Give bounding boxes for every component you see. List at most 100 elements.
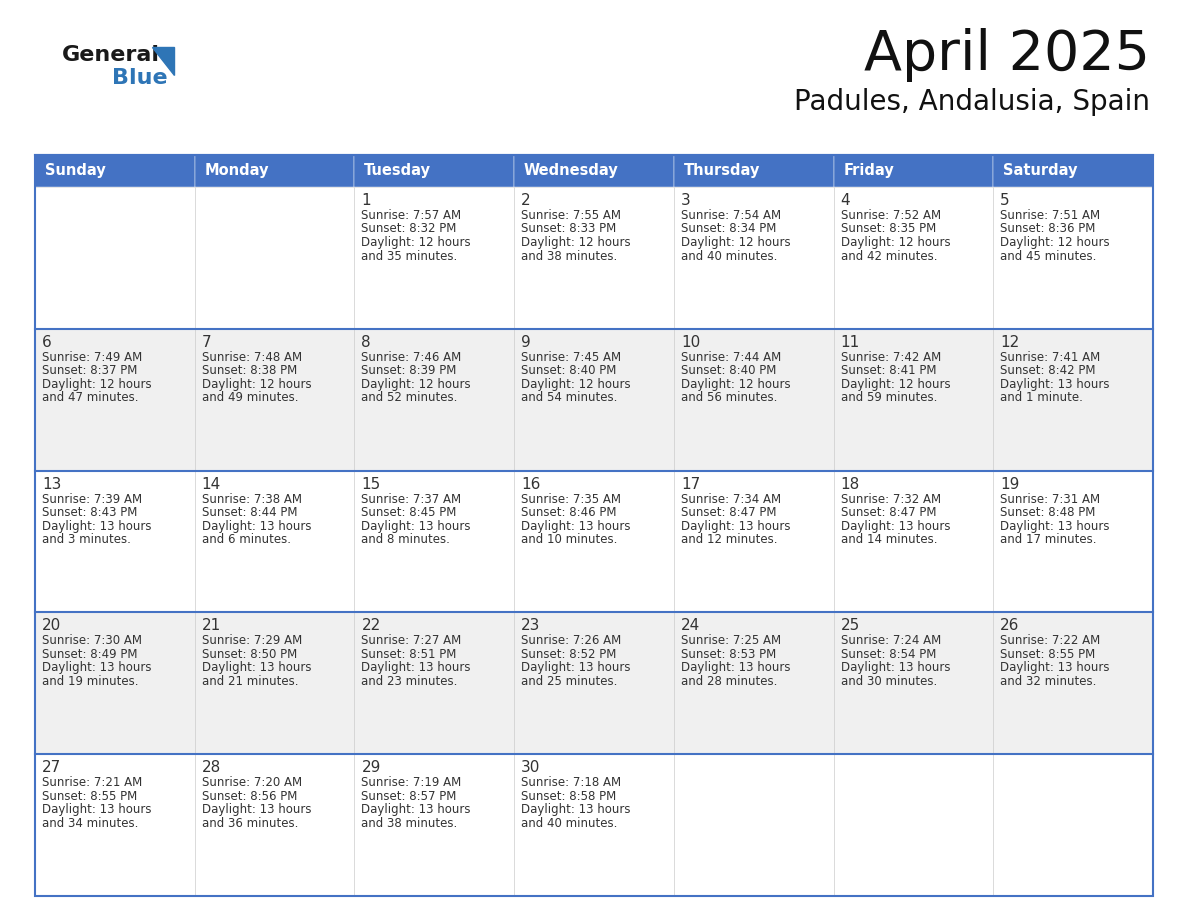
Text: April 2025: April 2025 [864,28,1150,82]
Text: and 56 minutes.: and 56 minutes. [681,391,777,404]
Text: and 54 minutes.: and 54 minutes. [522,391,618,404]
Text: Sunset: 8:55 PM: Sunset: 8:55 PM [42,789,138,802]
Bar [834,612,993,755]
Text: Sunset: 8:40 PM: Sunset: 8:40 PM [681,364,776,377]
Text: 13: 13 [42,476,62,492]
Text: 18: 18 [841,476,860,492]
Text: and 30 minutes.: and 30 minutes. [841,675,937,688]
Text: Daylight: 12 hours: Daylight: 12 hours [681,378,790,391]
Text: and 8 minutes.: and 8 minutes. [361,533,450,546]
Text: 28: 28 [202,760,221,775]
Text: Blue: Blue [112,68,168,88]
Bar [674,471,834,612]
Text: Sunrise: 7:26 AM: Sunrise: 7:26 AM [522,634,621,647]
Text: 29: 29 [361,760,381,775]
Text: Sunrise: 7:37 AM: Sunrise: 7:37 AM [361,493,462,506]
Text: Sunrise: 7:45 AM: Sunrise: 7:45 AM [522,351,621,364]
Text: Sunset: 8:49 PM: Sunset: 8:49 PM [42,648,138,661]
Text: 1: 1 [361,193,371,208]
Text: Padules, Andalusia, Spain: Padules, Andalusia, Spain [794,88,1150,116]
Text: 3: 3 [681,193,690,208]
Text: Daylight: 13 hours: Daylight: 13 hours [202,520,311,532]
Text: Sunrise: 7:35 AM: Sunrise: 7:35 AM [522,493,621,506]
Text: Sunrise: 7:24 AM: Sunrise: 7:24 AM [841,634,941,647]
Text: and 17 minutes.: and 17 minutes. [1000,533,1097,546]
Text: 30: 30 [522,760,541,775]
Text: Thursday: Thursday [683,163,760,178]
Text: 24: 24 [681,619,700,633]
Text: Sunrise: 7:20 AM: Sunrise: 7:20 AM [202,777,302,789]
Text: Sunset: 8:57 PM: Sunset: 8:57 PM [361,789,457,802]
Text: Sunrise: 7:55 AM: Sunrise: 7:55 AM [522,209,621,222]
Text: Sunset: 8:46 PM: Sunset: 8:46 PM [522,506,617,519]
Bar [354,471,514,612]
Bar [514,755,674,896]
Text: Daylight: 12 hours: Daylight: 12 hours [1000,236,1110,249]
Text: Wednesday: Wednesday [524,163,619,178]
Bar [993,612,1154,755]
Text: Tuesday: Tuesday [364,163,431,178]
Text: Sunset: 8:32 PM: Sunset: 8:32 PM [361,222,457,236]
Text: Daylight: 13 hours: Daylight: 13 hours [522,661,631,675]
Text: 25: 25 [841,619,860,633]
Text: 9: 9 [522,335,531,350]
Text: Sunrise: 7:44 AM: Sunrise: 7:44 AM [681,351,781,364]
Text: Sunrise: 7:29 AM: Sunrise: 7:29 AM [202,634,302,647]
Text: 11: 11 [841,335,860,350]
Text: Sunset: 8:35 PM: Sunset: 8:35 PM [841,222,936,236]
Text: and 1 minute.: and 1 minute. [1000,391,1083,404]
Bar [993,755,1154,896]
Text: Daylight: 13 hours: Daylight: 13 hours [361,520,470,532]
Text: Sunset: 8:36 PM: Sunset: 8:36 PM [1000,222,1095,236]
Text: Sunrise: 7:31 AM: Sunrise: 7:31 AM [1000,493,1100,506]
Text: Sunset: 8:51 PM: Sunset: 8:51 PM [361,648,457,661]
Bar [195,329,354,471]
Text: Sunrise: 7:48 AM: Sunrise: 7:48 AM [202,351,302,364]
Bar [195,155,354,187]
Text: Sunrise: 7:52 AM: Sunrise: 7:52 AM [841,209,941,222]
Text: Daylight: 13 hours: Daylight: 13 hours [361,661,470,675]
Text: Sunset: 8:41 PM: Sunset: 8:41 PM [841,364,936,377]
Bar [514,471,674,612]
Text: Sunrise: 7:42 AM: Sunrise: 7:42 AM [841,351,941,364]
Text: Sunrise: 7:30 AM: Sunrise: 7:30 AM [42,634,143,647]
Text: 15: 15 [361,476,380,492]
Text: and 10 minutes.: and 10 minutes. [522,533,618,546]
Text: and 36 minutes.: and 36 minutes. [202,817,298,830]
Text: Daylight: 12 hours: Daylight: 12 hours [42,378,152,391]
Text: Sunset: 8:50 PM: Sunset: 8:50 PM [202,648,297,661]
Text: Sunset: 8:43 PM: Sunset: 8:43 PM [42,506,138,519]
Bar [834,187,993,329]
Text: 7: 7 [202,335,211,350]
Bar [674,612,834,755]
Bar [514,155,674,187]
Text: Sunset: 8:38 PM: Sunset: 8:38 PM [202,364,297,377]
Bar [34,155,1154,896]
Bar [834,755,993,896]
Bar [195,612,354,755]
Text: Sunset: 8:42 PM: Sunset: 8:42 PM [1000,364,1095,377]
Bar [34,187,195,329]
Bar [195,471,354,612]
Text: Sunset: 8:54 PM: Sunset: 8:54 PM [841,648,936,661]
Text: and 23 minutes.: and 23 minutes. [361,675,457,688]
Text: Daylight: 13 hours: Daylight: 13 hours [841,661,950,675]
Text: Sunset: 8:45 PM: Sunset: 8:45 PM [361,506,457,519]
Text: 8: 8 [361,335,371,350]
Bar [354,329,514,471]
Text: and 28 minutes.: and 28 minutes. [681,675,777,688]
Text: and 25 minutes.: and 25 minutes. [522,675,618,688]
Bar [195,755,354,896]
Text: Sunrise: 7:54 AM: Sunrise: 7:54 AM [681,209,781,222]
Text: Sunset: 8:56 PM: Sunset: 8:56 PM [202,789,297,802]
Text: and 6 minutes.: and 6 minutes. [202,533,291,546]
Text: Daylight: 12 hours: Daylight: 12 hours [361,378,472,391]
Text: and 52 minutes.: and 52 minutes. [361,391,457,404]
Text: 19: 19 [1000,476,1019,492]
Text: Daylight: 12 hours: Daylight: 12 hours [522,236,631,249]
Text: Sunset: 8:47 PM: Sunset: 8:47 PM [681,506,776,519]
Text: Sunset: 8:52 PM: Sunset: 8:52 PM [522,648,617,661]
Text: 23: 23 [522,619,541,633]
Text: Daylight: 12 hours: Daylight: 12 hours [681,236,790,249]
Bar [354,155,514,187]
